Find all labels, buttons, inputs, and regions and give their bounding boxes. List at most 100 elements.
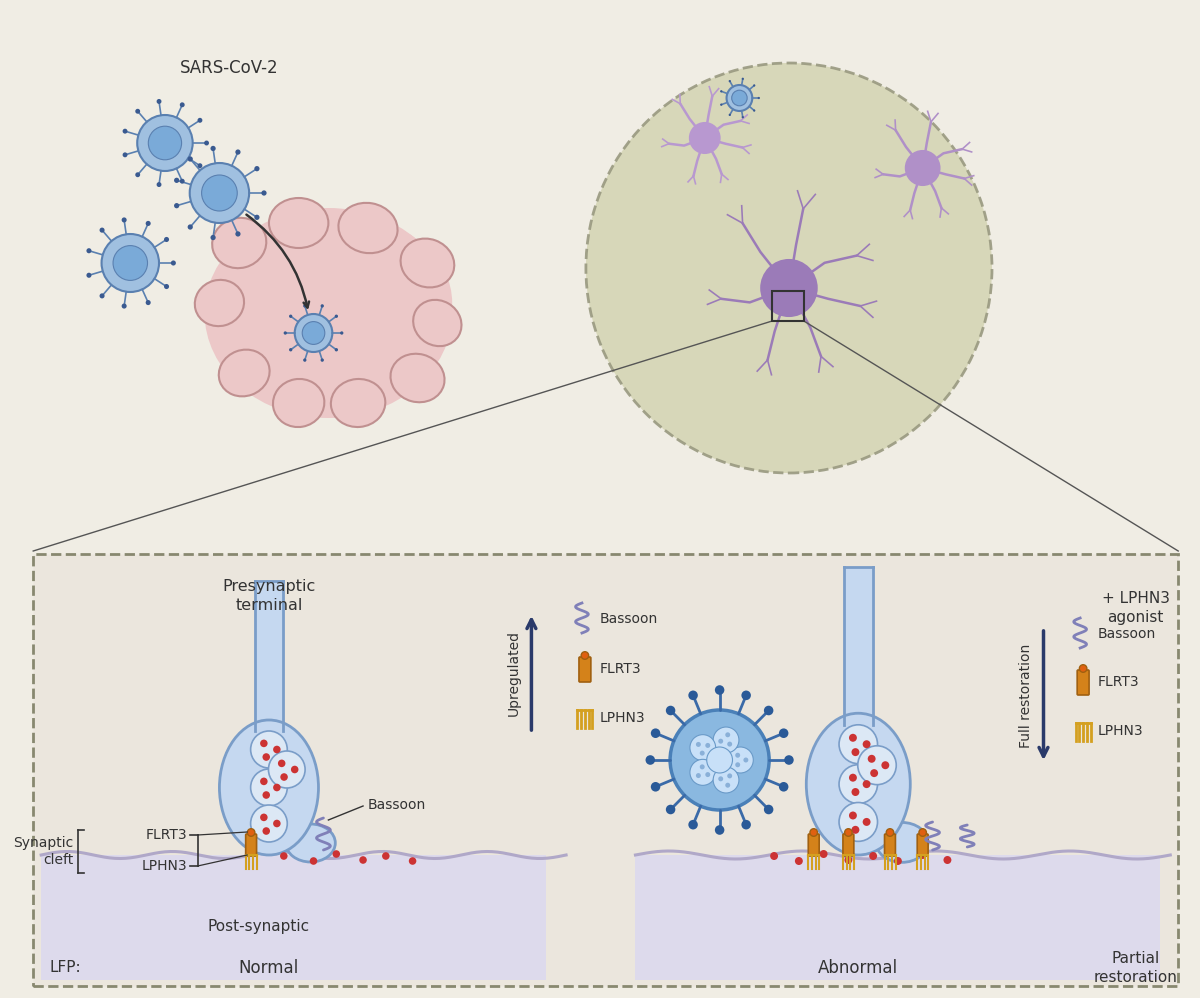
Circle shape — [736, 762, 740, 767]
Text: Full restoration: Full restoration — [1019, 644, 1033, 748]
Circle shape — [235, 150, 240, 155]
Circle shape — [210, 235, 216, 241]
Circle shape — [779, 729, 788, 738]
Ellipse shape — [204, 208, 452, 418]
Circle shape — [848, 773, 857, 781]
Text: Presynaptic
terminal: Presynaptic terminal — [222, 580, 316, 613]
Circle shape — [210, 146, 216, 151]
Ellipse shape — [806, 714, 911, 855]
Circle shape — [728, 114, 731, 116]
Circle shape — [863, 818, 870, 826]
Circle shape — [137, 115, 193, 171]
Circle shape — [260, 740, 268, 748]
Circle shape — [332, 850, 340, 858]
Circle shape — [742, 820, 751, 829]
Circle shape — [784, 755, 793, 764]
Circle shape — [251, 805, 287, 842]
Circle shape — [121, 218, 127, 223]
Circle shape — [666, 804, 676, 814]
Circle shape — [586, 63, 992, 473]
Circle shape — [304, 358, 306, 362]
Circle shape — [732, 90, 748, 106]
FancyBboxPatch shape — [1078, 670, 1090, 695]
Circle shape — [689, 820, 698, 829]
Circle shape — [689, 691, 698, 701]
Circle shape — [187, 225, 193, 230]
Circle shape — [858, 746, 896, 784]
Circle shape — [906, 151, 940, 185]
Circle shape — [263, 753, 270, 760]
FancyBboxPatch shape — [246, 834, 257, 856]
Circle shape — [719, 776, 724, 781]
Ellipse shape — [338, 203, 397, 253]
Circle shape — [320, 304, 324, 307]
Text: + LPHN3
agonist: + LPHN3 agonist — [1102, 591, 1170, 625]
FancyBboxPatch shape — [809, 834, 820, 856]
Circle shape — [262, 191, 266, 196]
Circle shape — [757, 97, 760, 99]
Ellipse shape — [244, 218, 452, 388]
Ellipse shape — [401, 239, 455, 287]
Text: LPHN3: LPHN3 — [1098, 724, 1144, 738]
Circle shape — [263, 791, 270, 798]
Circle shape — [727, 747, 754, 773]
Circle shape — [202, 175, 238, 211]
Text: Bassoon: Bassoon — [1098, 627, 1157, 641]
Circle shape — [810, 828, 817, 836]
Ellipse shape — [876, 822, 928, 862]
Circle shape — [180, 103, 185, 107]
Circle shape — [251, 769, 287, 806]
Circle shape — [863, 780, 870, 788]
Circle shape — [794, 857, 803, 865]
Ellipse shape — [390, 353, 444, 402]
Circle shape — [170, 260, 176, 265]
Circle shape — [754, 110, 755, 112]
Circle shape — [894, 857, 902, 865]
Bar — [636, 855, 1160, 980]
Circle shape — [706, 743, 710, 748]
Circle shape — [690, 759, 715, 785]
Circle shape — [136, 173, 140, 178]
Circle shape — [869, 852, 877, 860]
Circle shape — [86, 272, 91, 277]
Circle shape — [881, 761, 889, 769]
Circle shape — [174, 203, 179, 209]
Circle shape — [887, 828, 894, 836]
Text: Bassoon: Bassoon — [600, 612, 658, 626]
FancyBboxPatch shape — [884, 834, 895, 856]
Circle shape — [100, 293, 104, 298]
Ellipse shape — [218, 349, 270, 396]
Circle shape — [274, 783, 281, 791]
Circle shape — [1079, 665, 1087, 673]
Circle shape — [839, 802, 877, 841]
Circle shape — [278, 759, 286, 767]
Circle shape — [122, 153, 127, 158]
Circle shape — [281, 773, 288, 780]
Circle shape — [728, 80, 731, 82]
Circle shape — [764, 706, 773, 716]
Text: Post-synaptic: Post-synaptic — [208, 918, 310, 933]
Circle shape — [870, 769, 878, 777]
Ellipse shape — [331, 379, 385, 427]
Circle shape — [863, 741, 870, 748]
FancyBboxPatch shape — [578, 657, 590, 682]
Circle shape — [190, 163, 250, 223]
Circle shape — [690, 123, 720, 153]
Circle shape — [713, 767, 739, 793]
Circle shape — [382, 852, 390, 860]
Circle shape — [764, 804, 773, 814]
Circle shape — [690, 735, 715, 760]
Circle shape — [670, 710, 769, 810]
Circle shape — [187, 157, 193, 162]
Text: Partial
restoration: Partial restoration — [1093, 951, 1177, 985]
Circle shape — [283, 331, 287, 334]
Circle shape — [274, 819, 281, 827]
Ellipse shape — [212, 218, 266, 268]
Circle shape — [720, 104, 722, 106]
Circle shape — [235, 232, 240, 237]
Circle shape — [868, 754, 876, 762]
Circle shape — [289, 314, 293, 318]
Circle shape — [779, 782, 788, 791]
Circle shape — [304, 304, 306, 307]
Circle shape — [743, 757, 749, 762]
